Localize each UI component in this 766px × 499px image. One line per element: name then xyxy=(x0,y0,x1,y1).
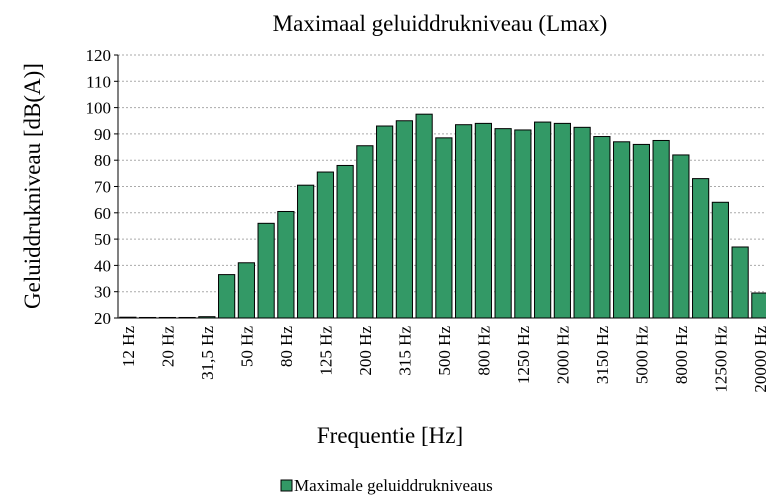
bar xyxy=(435,137,453,319)
legend-label: Maximale geluiddrukniveaus xyxy=(294,476,493,495)
bar xyxy=(573,126,591,319)
x-tick-label: 5000 Hz xyxy=(632,326,651,385)
x-tick-label: 500 Hz xyxy=(435,326,454,376)
x-tick-label: 200 Hz xyxy=(356,326,375,376)
chart-title: Maximaal geluiddrukniveau (Lmax) xyxy=(273,11,608,36)
bar xyxy=(277,210,295,319)
y-tick-label: 100 xyxy=(86,99,112,118)
x-tick-label: 2000 Hz xyxy=(553,326,572,385)
bar xyxy=(218,274,236,319)
bar xyxy=(336,164,354,319)
bar xyxy=(455,124,473,319)
bar xyxy=(494,128,512,319)
bar xyxy=(731,246,749,319)
x-tick-label: 3150 Hz xyxy=(593,326,612,385)
x-tick-label: 125 Hz xyxy=(316,326,335,376)
bar xyxy=(178,316,196,319)
bar xyxy=(316,171,334,319)
bar xyxy=(376,125,394,319)
x-tick-label: 31,5 Hz xyxy=(198,326,217,380)
y-tick-label: 60 xyxy=(94,204,111,223)
bar xyxy=(711,201,729,319)
bar xyxy=(297,184,315,319)
bar xyxy=(237,262,255,319)
bar xyxy=(474,122,492,319)
bar xyxy=(119,316,137,319)
bar xyxy=(198,316,216,319)
y-axis-label: Geluiddrukniveau [dB(A)] xyxy=(20,63,45,309)
x-tick-label: 1250 Hz xyxy=(514,326,533,385)
x-tick-label: 800 Hz xyxy=(474,326,493,376)
bar xyxy=(593,136,611,319)
legend-swatch xyxy=(280,479,293,492)
x-tick-label: 80 Hz xyxy=(277,326,296,368)
y-tick-label: 90 xyxy=(94,125,111,144)
x-axis-label: Frequentie [Hz] xyxy=(317,423,463,448)
bar xyxy=(139,316,157,319)
bar xyxy=(672,154,690,319)
bar xyxy=(158,316,176,319)
y-tick-label: 70 xyxy=(94,178,111,197)
bar xyxy=(514,129,532,319)
bar xyxy=(534,121,552,319)
x-tick-label: 20 Hz xyxy=(158,326,177,368)
x-tick-label: 12500 Hz xyxy=(711,326,730,393)
x-tick-label: 8000 Hz xyxy=(672,326,691,385)
bar xyxy=(751,292,766,319)
y-tick-label: 30 xyxy=(94,283,111,302)
bar xyxy=(395,120,413,319)
x-tick-label: 20000 Hz xyxy=(751,326,766,393)
bar xyxy=(356,145,374,319)
y-tick-label: 50 xyxy=(94,230,111,249)
bar xyxy=(613,141,631,319)
y-tick-label: 80 xyxy=(94,151,111,170)
bar xyxy=(257,222,275,319)
y-tick-label: 40 xyxy=(94,256,111,275)
y-tick-label: 110 xyxy=(86,72,111,91)
y-tick-label: 20 xyxy=(94,309,111,328)
bar xyxy=(652,139,670,319)
x-tick-label: 315 Hz xyxy=(395,326,414,376)
bar xyxy=(415,113,433,319)
bar xyxy=(632,143,650,319)
bar xyxy=(692,178,710,319)
x-tick-label: 12 Hz xyxy=(119,326,138,368)
x-tick-label: 50 Hz xyxy=(237,326,256,368)
bar xyxy=(553,122,571,319)
y-tick-label: 120 xyxy=(86,46,112,65)
